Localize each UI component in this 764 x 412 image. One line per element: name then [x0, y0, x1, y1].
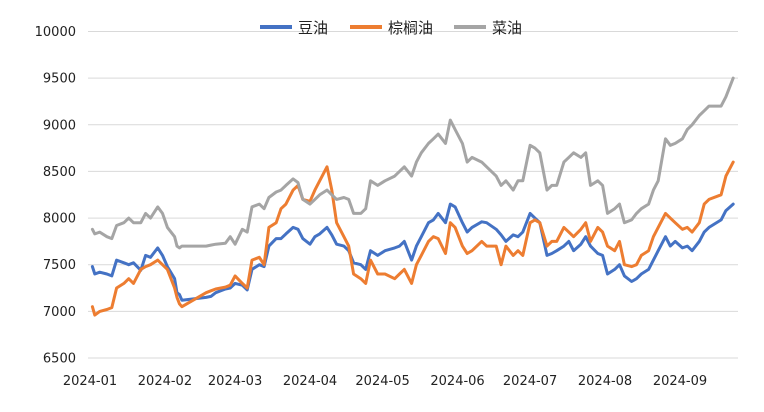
series-line-rapeseed-oil	[90, 76, 735, 250]
x-tick-label-2024-04: 2024-04	[283, 374, 337, 389]
y-tick-label-7000: 7000	[43, 305, 76, 320]
x-tick-label-2024-02: 2024-02	[138, 374, 192, 389]
x-tick-label-2024-03: 2024-03	[208, 374, 262, 389]
legend-label-soybean-oil: 豆油	[298, 19, 328, 37]
gridlines	[88, 31, 738, 359]
y-tick-label-10000: 10000	[35, 25, 76, 40]
x-tick-label-2024-05: 2024-05	[355, 374, 409, 389]
x-tick-label-2024-08: 2024-08	[578, 374, 632, 389]
legend-label-palm-oil: 棕榈油	[388, 19, 433, 37]
x-axis-tick-labels: 2024-01 2024-02 2024-03 2024-04 2024-05 2024-…	[63, 374, 707, 389]
x-tick-label-2024-07: 2024-07	[503, 374, 557, 389]
series-line-palm-oil	[90, 160, 735, 317]
y-tick-label-6500: 6500	[43, 352, 76, 367]
y-tick-label-8500: 8500	[43, 165, 76, 180]
legend: 豆油 棕榈油 菜油	[260, 19, 522, 37]
y-tick-label-8000: 8000	[43, 212, 76, 227]
series-lines	[90, 76, 735, 317]
x-tick-label-2024-06: 2024-06	[430, 374, 484, 389]
x-tick-label-2024-01: 2024-01	[63, 374, 117, 389]
y-axis-tick-labels: 6500 7000 7500 8000 8500 9000 9500 10000	[35, 25, 76, 367]
legend-label-rapeseed-oil: 菜油	[492, 19, 522, 37]
series-line-soybean-oil	[90, 202, 735, 302]
y-tick-label-9000: 9000	[43, 118, 76, 133]
y-tick-label-7500: 7500	[43, 258, 76, 273]
x-tick-label-2024-09: 2024-09	[653, 374, 707, 389]
y-tick-label-9500: 9500	[43, 72, 76, 87]
